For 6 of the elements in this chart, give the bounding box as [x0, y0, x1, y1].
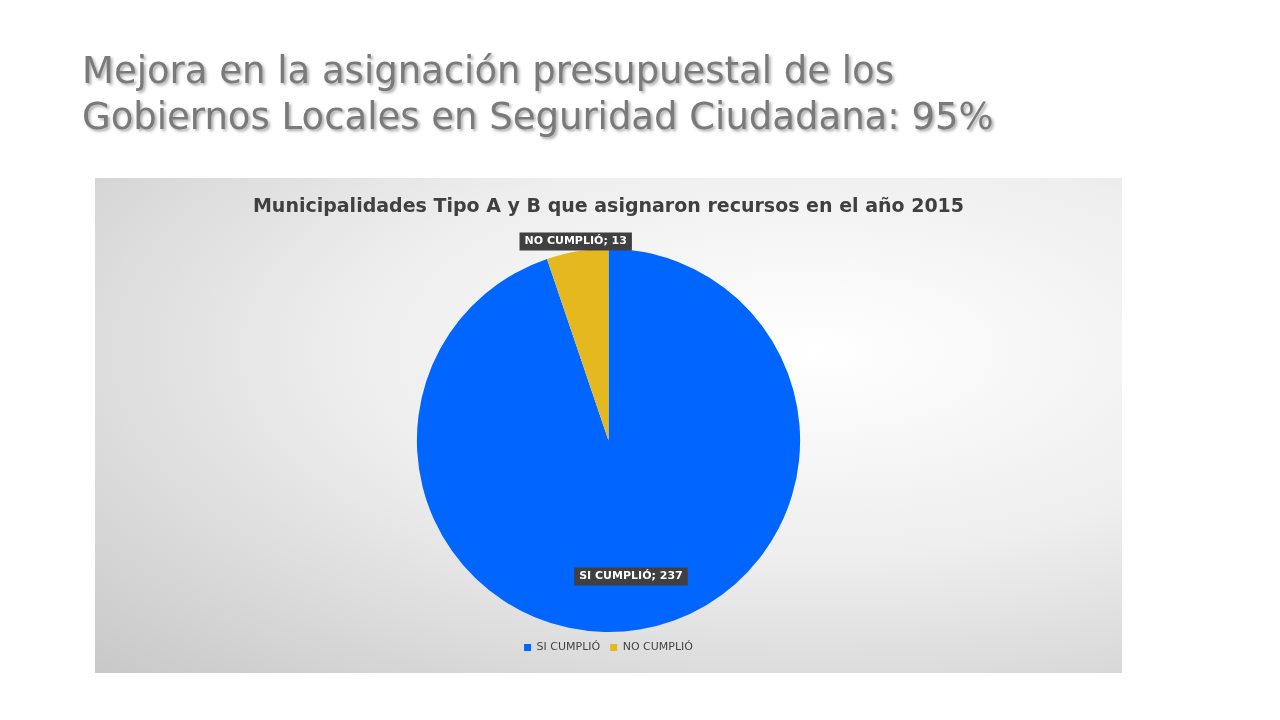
legend-label: SI CUMPLIÓ — [536, 640, 601, 654]
chart-subtitle: Municipalidades Tipo A y B que asignaron recursos en el año 2015 — [252, 194, 965, 217]
data-label: NO CUMPLIÓ; 13 — [524, 234, 627, 248]
chart-title: Mejora en la asignación presupuestal de los Gobiernos Locales en Seguridad Ciudadana: 95% — [82, 48, 995, 140]
legend-label: NO CUMPLIÓ — [622, 640, 694, 654]
data-label: SI CUMPLIÓ; 237 — [579, 569, 683, 583]
